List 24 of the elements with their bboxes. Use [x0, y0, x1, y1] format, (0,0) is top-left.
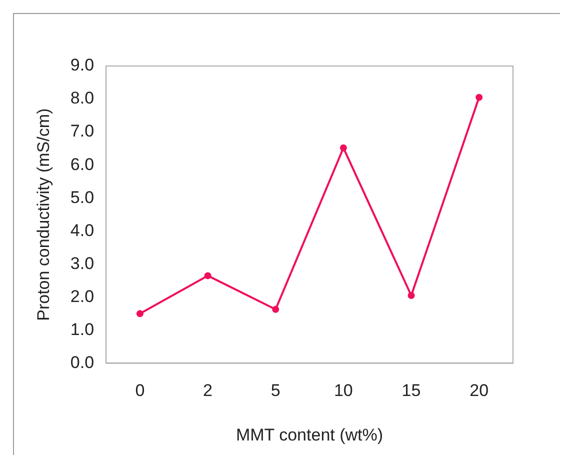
y-tick-label: 4.0: [70, 220, 94, 240]
point: [272, 306, 280, 313]
y-axis-title: Proton conductivity (mS/cm): [34, 108, 53, 321]
y-tick-label: 0.0: [70, 352, 94, 372]
point: [476, 94, 483, 101]
y-tick-label: 1.0: [70, 320, 94, 339]
point: [204, 272, 212, 280]
x-tick-label: 15: [402, 381, 421, 400]
x-tick-label: 10: [334, 381, 353, 400]
point: [136, 310, 144, 318]
x-tick-label: 0: [135, 381, 145, 400]
x-tick-label: 2: [203, 381, 213, 400]
y-tick-label: 2.0: [70, 286, 94, 306]
y-tick-label: 7.0: [70, 122, 94, 141]
x-tick-label: 5: [270, 381, 280, 400]
y-tick-label: 3.0: [70, 254, 94, 273]
y-tick-label: 5.0: [70, 188, 94, 207]
y-tick-label: 8.0: [70, 88, 94, 108]
point: [408, 292, 415, 300]
point: [340, 144, 347, 152]
x-axis-title: MMT content (wt%): [236, 425, 384, 444]
y-tick-label: 6.0: [70, 154, 94, 174]
y-tick-label: 9.0: [70, 56, 94, 75]
x-tick-label: 20: [470, 381, 489, 400]
